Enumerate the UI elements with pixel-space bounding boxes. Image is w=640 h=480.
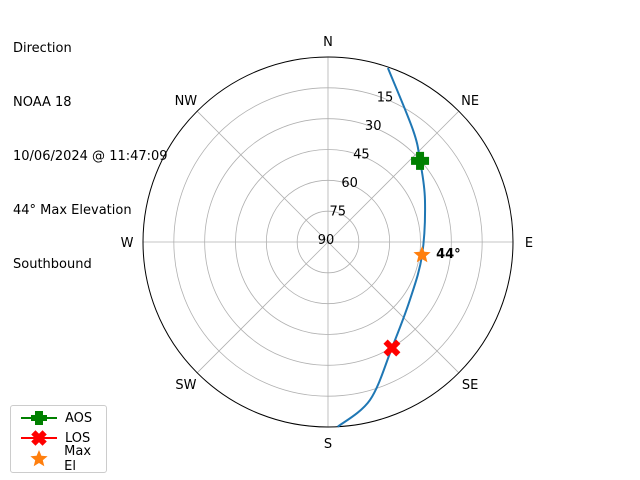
radial-tick-label-75: 75 [330, 205, 347, 220]
legend-plus-icon [21, 411, 57, 425]
grid-spoke-se [327, 241, 460, 374]
legend-entry-aos: AOS [21, 408, 92, 428]
title-line-1: Direction [13, 41, 72, 56]
radial-tick-label-45: 45 [353, 148, 370, 163]
radial-tick-label-30: 30 [365, 119, 382, 134]
direction-label-ne: NE [461, 94, 479, 109]
direction-label-se: SE [462, 378, 478, 393]
grid-spoke-ne [327, 110, 460, 243]
grid-spoke-sw [196, 241, 329, 374]
chart-title: Direction NOAA 18 10/06/2024 @ 11:47:09 … [13, 4, 168, 292]
title-line-2: NOAA 18 [13, 95, 72, 110]
max-elevation-annotation: 44° [436, 247, 461, 262]
direction-label-n: N [323, 35, 333, 50]
direction-label-s: S [324, 437, 332, 452]
legend-entry-maxel: Max El [21, 444, 106, 474]
legend-star-icon [30, 450, 48, 467]
marker-los [383, 339, 401, 357]
direction-label-sw: SW [175, 378, 196, 393]
legend-label-maxel: Max El [64, 444, 92, 474]
grid-spoke-nw [196, 110, 329, 243]
legend-label-los: LOS [65, 430, 91, 446]
radial-tick-label-60: 60 [341, 176, 358, 191]
legend: AOS LOS Max El [10, 405, 107, 474]
polar-frame [142, 56, 514, 428]
title-line-4: 44° Max Elevation [13, 203, 132, 218]
radial-tick-label-90: 90 [318, 233, 335, 248]
marker-aos [411, 151, 430, 170]
direction-label-w: W [121, 236, 134, 251]
radial-tick-label-15: 15 [377, 91, 394, 106]
title-line-5: Southbound [13, 257, 92, 272]
legend-label-aos: AOS [65, 410, 93, 426]
legend-x-icon [21, 430, 57, 446]
title-line-3: 10/06/2024 @ 11:47:09 [13, 149, 168, 164]
direction-label-nw: NW [175, 94, 198, 109]
direction-label-e: E [525, 236, 533, 251]
marker-max-el [413, 246, 431, 263]
legend-entry-los: LOS [21, 428, 90, 448]
